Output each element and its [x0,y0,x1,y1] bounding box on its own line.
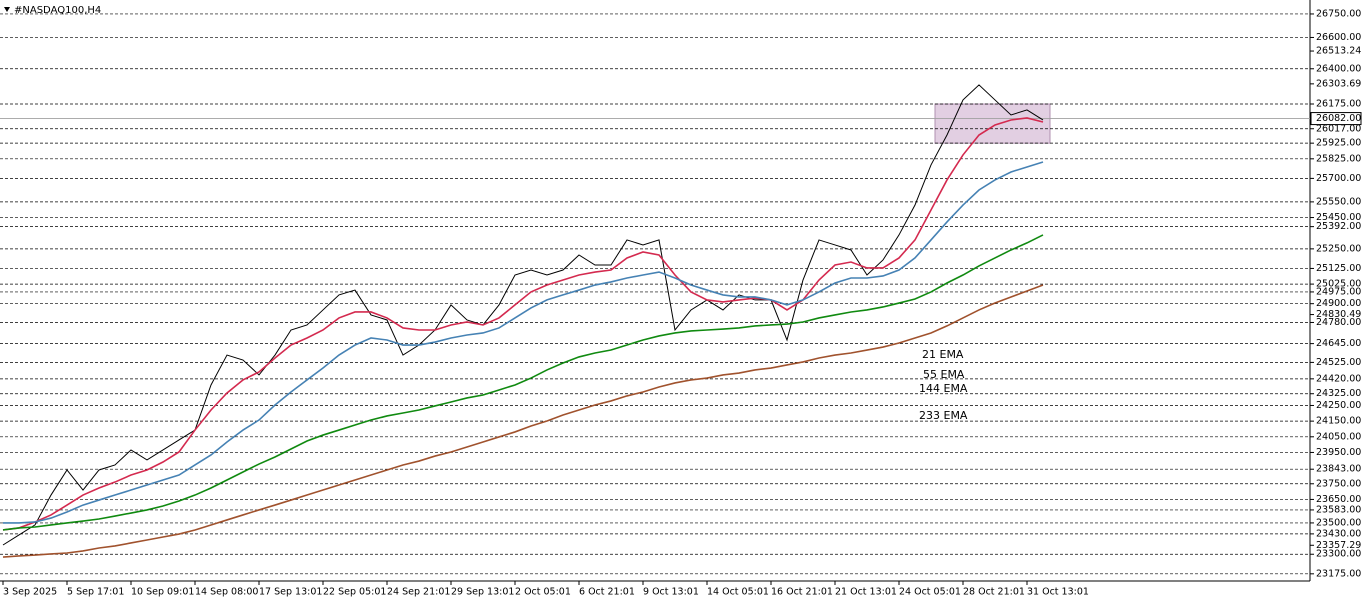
x-tick-label: 14 Oct 05:01 [707,587,769,598]
y-tick-label: 26600.00 [1316,32,1361,43]
x-tick-label: 24 Oct 05:01 [899,587,961,598]
y-tick-label: 23750.00 [1316,478,1361,489]
y-tick-label: 25392.00 [1316,221,1361,232]
x-tick-label: 5 Sep 17:01 [67,587,124,598]
last-price-box [1310,112,1362,126]
zone [934,103,1051,144]
y-tick-label: 24050.00 [1316,431,1361,442]
y-tick-label: 23430.00 [1316,528,1361,539]
y-tick-label: 23950.00 [1316,447,1361,458]
ema-line [2,234,1044,531]
x-tick-label: 9 Oct 13:01 [643,587,699,598]
price-line [2,84,1044,546]
y-tick-label: 23583.00 [1316,504,1361,515]
y-tick-label: 24150.00 [1316,416,1361,427]
y-tick-label: 26175.00 [1316,99,1361,110]
x-tick-label: 14 Sep 08:00 [195,587,258,598]
y-tick-label: 26400.00 [1316,63,1361,74]
y-tick-label: 25025.00 [1316,279,1361,290]
y-tick-label: 26513.24 [1316,46,1361,57]
y-tick-label: 24900.00 [1316,298,1361,309]
y-tick-label: 23300.00 [1316,549,1361,560]
y-tick-label: 25925.00 [1316,138,1361,149]
x-tick-label: 22 Sep 05:01 [323,587,386,598]
ema-label: 21 EMA [922,348,964,361]
x-tick-label: 21 Oct 13:01 [835,587,897,598]
ema-line [3,161,1044,524]
ema-line [2,117,1044,531]
chart-title: #NASDAQ100,H4 [14,5,101,16]
y-tick-label: 25700.00 [1316,173,1361,184]
y-tick-label: 24830.49 [1316,309,1361,320]
ema-label: 144 EMA [919,382,968,395]
y-tick-label: 23500.00 [1316,517,1361,528]
y-tick-label: 24250.00 [1316,400,1361,411]
y-tick-label: 25825.00 [1316,153,1361,164]
y-tick-label: 24780.00 [1316,317,1361,328]
y-tick-label: 26017.00 [1316,123,1361,134]
y-tick-label: 24525.00 [1316,357,1361,368]
x-tick-label: 6 Oct 21:01 [579,587,635,598]
y-tick-label: 25250.00 [1316,243,1361,254]
x-tick-label: 10 Sep 09:01 [131,587,194,598]
y-tick-label: 26303.69 [1316,78,1361,89]
x-tick-label: 29 Sep 13:01 [451,587,514,598]
y-tick-label: 24975.00 [1316,286,1361,297]
x-tick-label: 2 Oct 05:01 [515,587,571,598]
y-tick-label: 23843.00 [1316,464,1361,475]
y-tick-label: 23175.00 [1316,568,1361,579]
y-tick-label: 26750.00 [1316,8,1361,19]
x-tick-label: 3 Sep 2025 [3,587,57,598]
y-tick-label: 25550.00 [1316,196,1361,207]
y-tick-label: 25125.00 [1316,263,1361,274]
last-price-label: 26082.00 [1316,113,1361,124]
menu-arrow[interactable] [4,7,10,12]
x-tick-label: 28 Oct 21:01 [963,587,1025,598]
x-tick-label: 16 Oct 21:01 [771,587,833,598]
ema-label: 233 EMA [919,409,968,422]
x-tick-label: 31 Oct 13:01 [1027,587,1089,598]
x-tick-label: 17 Sep 13:01 [259,587,322,598]
y-tick-label: 23357.29 [1316,540,1361,551]
ema-label: 55 EMA [923,368,965,381]
x-tick-label: 24 Sep 21:01 [387,587,450,598]
y-tick-label: 25450.00 [1316,212,1361,223]
ema-line [2,284,1044,558]
y-tick-label: 24420.00 [1316,373,1361,384]
y-tick-label: 23650.00 [1316,494,1361,505]
y-tick-label: 24325.00 [1316,388,1361,399]
y-tick-label: 24645.00 [1316,338,1361,349]
